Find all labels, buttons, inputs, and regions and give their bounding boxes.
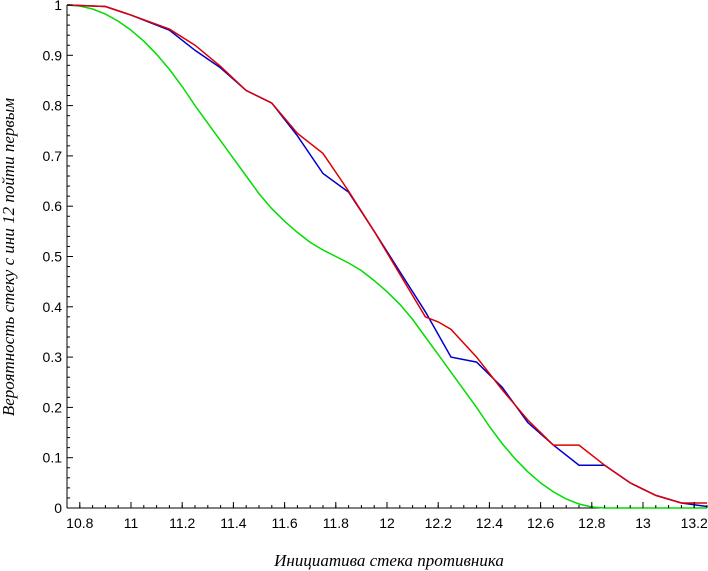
y-tick-label: 0.6: [43, 198, 63, 214]
y-tick-label: 0.7: [43, 148, 63, 164]
y-tick-label: 0.3: [43, 349, 63, 365]
x-tick-label: 11.8: [323, 515, 349, 531]
x-tick-label: 11.4: [220, 515, 246, 531]
series-group: [66, 4, 708, 509]
series-line-3: [66, 4, 707, 504]
x-tick-label: 11.6: [271, 515, 297, 531]
y-tick-label: 0.4: [43, 299, 63, 315]
x-tick-label: 12.2: [425, 515, 452, 531]
x-tick-label: 12.4: [476, 515, 503, 531]
y-tick-label: 0.9: [43, 47, 63, 63]
series-line-2: [66, 4, 708, 508]
x-ticks: 10.8 11 11.2 11.4 11.6 11.8 12 12.2 12.4 12.6 12.8…: [66, 502, 708, 531]
y-tick-label: 0.5: [43, 249, 63, 265]
x-tick-label: 10.8: [66, 515, 93, 531]
x-tick-label: 12: [379, 515, 395, 531]
y-tick-label: 0.2: [43, 399, 63, 415]
x-tick-label: 12.6: [527, 515, 554, 531]
plot-area: 10.8 11 11.2 11.4 11.6 11.8 12 12.2 12.4 12.6 12.8…: [43, 0, 708, 531]
y-tick-label: 0.8: [43, 98, 63, 114]
x-tick-label: 11.2: [169, 515, 195, 531]
y-tick-label: 1: [54, 0, 62, 13]
x-tick-label: 13: [635, 515, 651, 531]
y-tick-label: 0.1: [43, 450, 63, 466]
y-axis-title: Вероятность стеку с ини 12 пойти первым: [0, 98, 18, 416]
x-tick-label: 11: [124, 515, 139, 531]
y-ticks: 0 0.1 0.2 0.3 0.4 0.5 0.6 0.7 0.8 0.9 1: [43, 0, 73, 516]
x-axis-title: Инициатива стека противника: [273, 551, 504, 570]
y-tick-label: 0: [54, 500, 62, 516]
x-tick-label: 12.8: [578, 515, 605, 531]
x-tick-label: 13.2: [681, 515, 708, 531]
series-line-1: [66, 4, 707, 509]
